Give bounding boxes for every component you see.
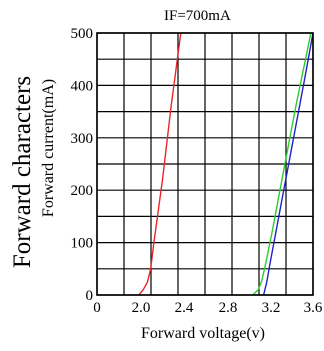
x-tick-label: 3.6 xyxy=(304,300,323,316)
x-tick-label: 3.2 xyxy=(262,300,281,316)
y-tick-label: 200 xyxy=(71,183,94,199)
y-tick-label: 0 xyxy=(86,288,94,304)
y-tick-label: 300 xyxy=(71,131,94,147)
series-line-3 xyxy=(262,32,314,296)
tick-labels: 0 100 200 300 400 500 0 2.0 2.4 2.8 3.2 3.6 xyxy=(71,26,323,316)
chart-title: IF=700mA xyxy=(164,8,231,24)
x-axis-label: Forward voltage(v) xyxy=(141,325,265,342)
x-tick-label: 2.0 xyxy=(132,300,151,316)
x-tick-label: 2.4 xyxy=(175,300,194,316)
plot-frame xyxy=(96,32,314,296)
y-tick-label: 400 xyxy=(71,78,94,94)
y-tick-label: 500 xyxy=(71,26,94,42)
y-tick-label: 100 xyxy=(71,236,94,252)
y-axis-title: Forward characters xyxy=(9,76,36,268)
x-tick-label: 0 xyxy=(93,300,101,316)
x-tick-label: 2.8 xyxy=(219,300,238,316)
series-line-2 xyxy=(252,32,312,296)
series-line-1 xyxy=(138,32,182,296)
y-axis-label: Forward current(mA) xyxy=(40,79,57,217)
chart-series xyxy=(138,32,314,296)
chart-grid xyxy=(96,32,314,296)
